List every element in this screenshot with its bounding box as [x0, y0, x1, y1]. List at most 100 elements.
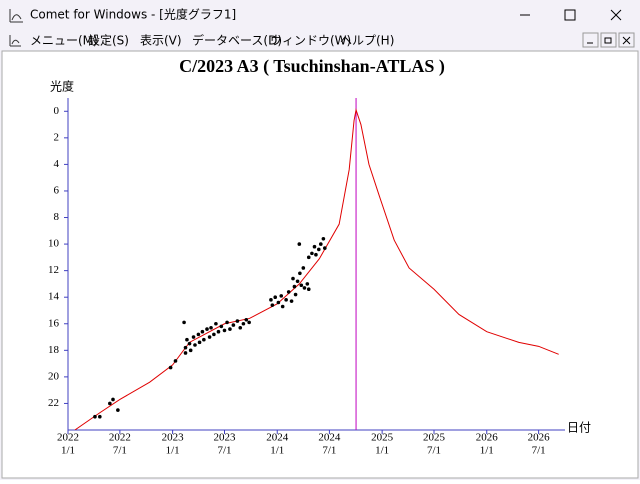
observation-point [222, 328, 227, 333]
observation-point [279, 294, 284, 298]
observation-point [231, 323, 236, 327]
observation-point [299, 283, 304, 288]
observation-point [284, 298, 288, 302]
observation-point [312, 244, 317, 249]
observation-point [295, 279, 300, 284]
x-tick-label: 2026 [476, 432, 499, 444]
x-tick-label: 2023 [213, 432, 236, 444]
observation-point [297, 242, 302, 246]
observation-point [323, 246, 327, 250]
y-axis-label: 光度 [50, 79, 74, 94]
x-tick-label: 2024 [266, 432, 289, 444]
observation-point [200, 329, 205, 334]
x-tick-label: 1/1 [61, 445, 75, 457]
x-tick-label: 2025 [423, 432, 446, 444]
observation-point [318, 242, 323, 246]
maximize-button[interactable] [564, 9, 576, 21]
observation-point [273, 295, 278, 300]
x-tick-label: 2025 [371, 432, 394, 444]
observation-point [212, 332, 216, 337]
plot: 024681012141618202220221/120227/120231/1… [48, 98, 565, 457]
menu-item[interactable]: 設定(S) [88, 33, 129, 48]
observation-point [244, 317, 249, 322]
window-title: Comet for Windows - [光度グラフ1] [30, 7, 236, 22]
close-button[interactable] [610, 9, 622, 21]
menu-item[interactable]: データベース(D) [192, 33, 282, 48]
observation-point [183, 345, 188, 350]
observation-point [228, 327, 232, 331]
x-tick-label: 1/1 [480, 445, 494, 457]
x-tick-label: 1/1 [166, 445, 180, 457]
observation-point [270, 303, 275, 307]
y-tick-label: 22 [48, 397, 59, 409]
x-tick-label: 7/1 [113, 445, 127, 457]
observation-point [108, 401, 112, 406]
observation-point [235, 319, 240, 323]
observation-point [321, 236, 326, 241]
x-tick-label: 7/1 [322, 445, 336, 457]
observation-point [316, 247, 321, 252]
observation-point [276, 300, 281, 305]
menu-item[interactable]: ヘルプ(H) [340, 34, 394, 48]
observation-point [197, 340, 202, 345]
x-tick-label: 1/1 [270, 445, 284, 457]
observation-point [298, 271, 302, 276]
observation-point [185, 337, 189, 342]
observation-point [280, 304, 285, 309]
x-tick-label: 2024 [318, 432, 341, 444]
observation-point [219, 324, 224, 329]
observation-point [205, 327, 209, 331]
x-tick-label: 2022 [109, 432, 131, 444]
y-tick-label: 16 [48, 317, 60, 329]
observation-point [111, 397, 115, 402]
menu-bar: メニュー(M)設定(S) 表示(V) データベース(D)ウィンドウ(W)ヘルプ(H) [30, 33, 394, 48]
y-tick-label: 8 [54, 211, 60, 223]
observation-point [306, 287, 311, 292]
observation-point [191, 335, 196, 339]
y-tick-label: 0 [54, 105, 60, 117]
y-tick-label: 12 [48, 264, 59, 276]
observation-point [286, 290, 291, 294]
menu-item[interactable]: 表示(V) [140, 34, 182, 48]
y-tick-label: 4 [54, 158, 60, 170]
observation-point [225, 320, 229, 325]
observation-point [183, 351, 188, 355]
observation-point [238, 325, 243, 330]
x-tick-label: 2026 [528, 432, 551, 444]
observation-point [116, 408, 120, 412]
observation-point [291, 276, 295, 281]
observation-point [241, 321, 246, 326]
x-tick-label: 7/1 [217, 445, 231, 457]
y-tick-label: 2 [54, 131, 60, 143]
x-tick-label: 7/1 [532, 445, 546, 457]
x-tick-label: 1/1 [375, 445, 389, 457]
observation-point [214, 321, 218, 326]
observation-point [188, 348, 193, 353]
menu-item[interactable]: メニュー(M) [30, 34, 98, 48]
observation-point [289, 299, 294, 303]
x-tick-label: 2022 [57, 432, 79, 444]
x-tick-label: 7/1 [427, 445, 441, 457]
observation-point [306, 255, 311, 260]
observation-point [269, 298, 273, 302]
observation-point [93, 414, 97, 419]
mdi-restore[interactable] [600, 32, 617, 48]
x-tick-label: 2023 [162, 432, 185, 444]
observation-point [173, 359, 178, 363]
mdi-minimize[interactable] [582, 32, 599, 48]
child-icon [9, 35, 21, 47]
x-axis-label: 日付 [567, 421, 591, 435]
y-tick-label: 6 [54, 184, 60, 196]
y-tick-label: 14 [48, 291, 60, 303]
observation-point [293, 292, 298, 297]
menu-item[interactable]: ウィンドウ(W) [270, 34, 351, 48]
mdi-buttons [582, 32, 635, 48]
observation-point [310, 251, 314, 256]
y-tick-label: 20 [48, 370, 60, 382]
observation-point [314, 252, 318, 257]
observation-point [193, 343, 197, 347]
observation-point [305, 282, 310, 286]
observation-point [292, 284, 297, 289]
chart-title: C/2023 A3 ( Tsuchinshan-ATLAS ) [179, 56, 445, 77]
